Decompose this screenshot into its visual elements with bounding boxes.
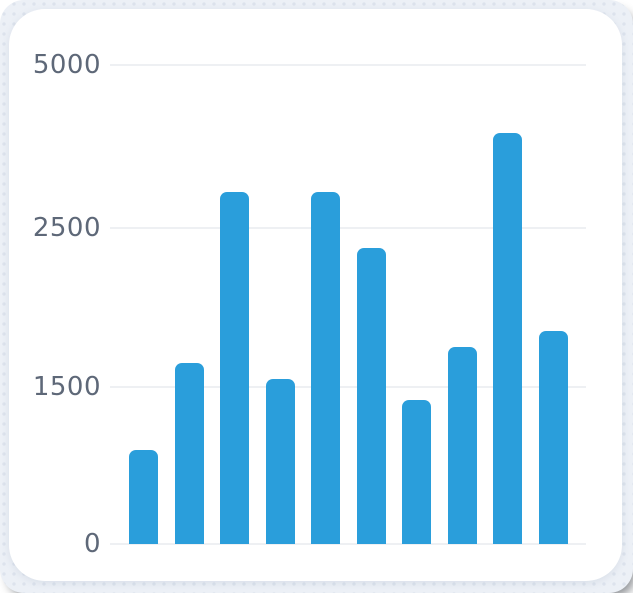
bar-chart-plot (110, 64, 586, 545)
bar (311, 192, 340, 544)
y-tick-label: 0 (83, 529, 101, 559)
bar (356, 248, 386, 544)
bar (493, 133, 522, 544)
bar (265, 379, 295, 544)
bar (447, 347, 477, 544)
gridline (110, 64, 586, 66)
chart-card: 0 1500 2500 5000 (9, 9, 622, 581)
y-tick-label: 5000 (32, 50, 101, 80)
gridline (110, 226, 586, 229)
bar (129, 450, 158, 544)
y-tick-label: 1500 (32, 371, 101, 402)
bar (174, 363, 204, 544)
gridline (110, 543, 586, 545)
y-tick-label: 2500 (32, 212, 101, 243)
bar (220, 192, 249, 544)
bar (538, 331, 568, 544)
gridline (110, 385, 586, 388)
bar (402, 400, 431, 544)
